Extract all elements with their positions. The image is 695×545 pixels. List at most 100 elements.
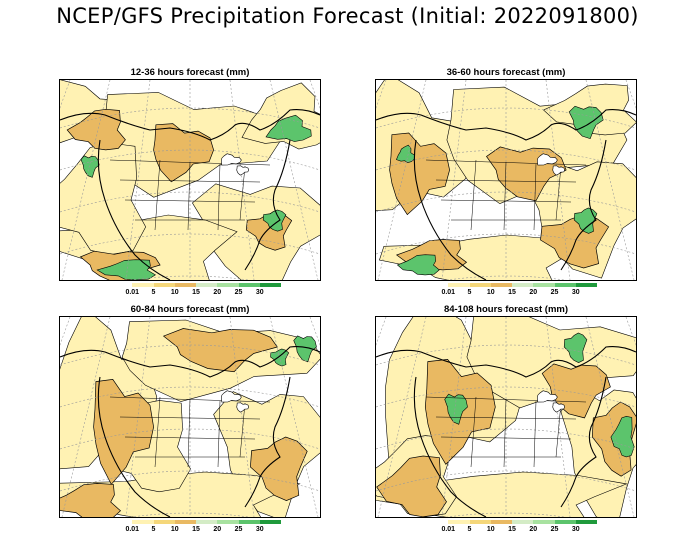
latitude-line (376, 107, 636, 129)
precip-area-light (60, 471, 301, 517)
legend-swatch (238, 520, 260, 524)
legend-label: 30 (255, 289, 264, 296)
great-lakes (236, 165, 250, 176)
legend-swatch (427, 520, 449, 524)
legend-label: 15 (508, 289, 516, 296)
legend-swatch (174, 520, 196, 524)
panel-title: 84-108 hours forecast (mm) (443, 304, 569, 315)
legend-swatch (554, 520, 576, 524)
legend-label: 30 (571, 526, 580, 533)
longitude-line (545, 317, 571, 517)
latitude-line (60, 191, 320, 213)
legend-label: 0.01 (125, 289, 140, 296)
legend-labels: 0.01 5 10 15 20 25 30 (111, 289, 281, 301)
legend-label: 5 (467, 289, 472, 296)
latitude-line (60, 470, 320, 492)
legend-swatch (533, 283, 555, 287)
state-borders (425, 159, 587, 231)
longitude-line (229, 317, 255, 517)
color-legend: 0.01 5 10 15 20 25 30 (111, 283, 281, 305)
precip-area-moderate (93, 379, 154, 485)
legend-swatch (554, 283, 576, 287)
precip-area-heavy (262, 209, 287, 232)
legend-labels: 0.01 5 10 15 20 25 30 (427, 289, 597, 301)
precip-map-3 (59, 316, 321, 518)
legend-label: 30 (255, 526, 264, 533)
longitude-line (229, 80, 255, 280)
color-legend: 0.01 5 10 15 20 25 30 (427, 283, 597, 305)
legend-label: 30 (571, 289, 580, 296)
legend-label: 5 (151, 289, 156, 296)
legend-swatch (238, 283, 260, 287)
legend-swatch (575, 283, 597, 287)
great-lakes (537, 390, 558, 403)
legend-label: 0.01 (125, 526, 140, 533)
latitude-line (376, 233, 636, 255)
legend-label: 15 (192, 289, 200, 296)
legend-label: 10 (170, 526, 179, 533)
legend-label: 10 (486, 526, 495, 533)
latitude-line (60, 149, 320, 171)
legend-colorbar (427, 283, 597, 287)
legend-swatch (512, 283, 534, 287)
coastline (60, 346, 320, 517)
latitude-line (376, 386, 636, 408)
precip-area-heavy (444, 393, 468, 425)
great-lakes (537, 153, 558, 166)
legend-swatch (490, 520, 512, 524)
map-canvas (60, 80, 320, 280)
legend-label: 0.01 (441, 289, 456, 296)
legend-label: 5 (151, 526, 156, 533)
precip-map-2 (375, 79, 637, 281)
map-canvas (376, 80, 636, 280)
legend-label: 20 (529, 526, 538, 533)
page-title: NCEP/GFS Precipitation Forecast (Initial… (56, 4, 639, 28)
legend-swatch (174, 283, 196, 287)
coastline (60, 109, 320, 280)
legend-label: 25 (234, 289, 243, 296)
legend-label: 15 (508, 526, 516, 533)
legend-colorbar (111, 520, 281, 524)
precip-area-heavy (265, 114, 312, 142)
state-borders (425, 396, 587, 468)
legend-labels: 0.01 5 10 15 20 25 30 (427, 526, 597, 538)
legend-label: 20 (213, 526, 222, 533)
precip-area-moderate (60, 483, 122, 517)
legend-swatch (217, 520, 239, 524)
precip-area-moderate (66, 108, 126, 151)
precip-area-moderate (153, 123, 214, 183)
legend-swatch (533, 520, 555, 524)
longitude-line (441, 80, 467, 280)
legend-swatch (111, 283, 133, 287)
latitude-line (60, 428, 320, 450)
legend-colorbar (427, 520, 597, 524)
legend-swatch (427, 283, 449, 287)
legend-swatch (217, 283, 239, 287)
legend-label: 20 (213, 289, 222, 296)
longitude-line (545, 80, 571, 280)
precip-area-moderate (162, 328, 278, 373)
great-lakes (552, 165, 566, 176)
latitude-line (376, 191, 636, 213)
legend-swatch (111, 520, 133, 524)
coastline (376, 109, 636, 280)
latitude-line (376, 344, 636, 366)
precip-area-heavy (96, 259, 156, 280)
great-lakes (552, 402, 566, 413)
panel-title: 60-84 hours forecast (mm) (130, 304, 250, 315)
legend-swatch (259, 283, 281, 287)
panel-title: 36-60 hours forecast (mm) (446, 67, 566, 78)
legend-label: 20 (529, 289, 538, 296)
color-legend: 0.01 5 10 15 20 25 30 (111, 520, 281, 542)
latitude-line (60, 344, 320, 366)
legend-swatch (132, 520, 154, 524)
legend-label: 15 (192, 526, 200, 533)
legend-swatch (575, 520, 597, 524)
legend-swatch (153, 520, 175, 524)
legend-swatch (132, 283, 154, 287)
latitude-line (376, 149, 636, 171)
legend-swatch (512, 520, 534, 524)
panel-title: 12-36 hours forecast (mm) (130, 67, 250, 78)
legend-label: 25 (234, 526, 243, 533)
map-canvas (376, 317, 636, 517)
